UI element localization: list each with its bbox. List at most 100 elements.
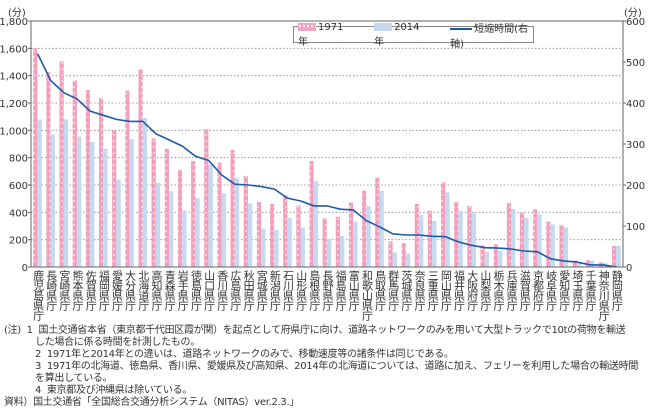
legend-swatch-shortened <box>450 27 473 30</box>
bar-2014 <box>484 251 490 267</box>
note-4: 4 東京都及び沖縄県は除いている。 <box>35 385 193 396</box>
x-tick-label: 福井県庁 <box>452 270 466 310</box>
bar-2014 <box>366 206 371 267</box>
bar-1971 <box>230 150 235 267</box>
x-tick-label: 神奈川県庁 <box>597 270 611 320</box>
x-tick-label: 栃木県庁 <box>492 270 506 310</box>
bar-1971 <box>546 221 551 267</box>
bar-1971 <box>138 69 143 268</box>
bar-2014 <box>497 250 503 267</box>
bar-1971 <box>177 169 183 267</box>
bar-2014 <box>550 224 555 267</box>
bar-2014 <box>261 228 266 267</box>
bar-2014 <box>221 193 226 267</box>
y-tick-label: 1,600 <box>0 44 28 55</box>
bar-1971 <box>388 241 393 267</box>
bar-2014 <box>432 220 437 267</box>
x-tick-label: 岩手県庁 <box>176 270 190 310</box>
x-tick-label: 岐阜県庁 <box>544 270 558 310</box>
y2-tick-label: 200 <box>626 181 645 192</box>
x-tick-label: 京都府庁 <box>531 270 545 310</box>
bar-1971 <box>217 162 222 267</box>
y2-tick-label: 300 <box>626 140 645 151</box>
x-tick-label: 徳島県庁 <box>189 270 203 310</box>
bar-2014 <box>155 182 161 267</box>
bar-1971 <box>454 202 459 267</box>
bar-1971 <box>256 201 262 267</box>
bar-2014 <box>445 192 450 267</box>
note-2: 2 1971年と2014年との違いは、道路ネットワークのみで、移動速度等の諸条件… <box>35 349 454 360</box>
y2-tick-label: 100 <box>626 222 645 233</box>
bar-2014 <box>313 181 319 267</box>
bar-1971 <box>309 160 314 267</box>
y-tick-label: 200 <box>9 236 28 247</box>
bar-1971 <box>348 202 354 267</box>
bar-1971 <box>441 182 446 267</box>
bar-line-chart: 0 200 400 600 800 1,000 1,200 1,400 1,600 1,800 0 1… <box>0 17 645 274</box>
bar-1971 <box>533 209 538 267</box>
bar-2014 <box>142 118 148 268</box>
bar-2014 <box>37 119 42 268</box>
x-tick-label: 千葉県庁 <box>584 270 598 310</box>
legend-label-shortened: 短縮時間(右軸) <box>450 23 529 50</box>
bar-2014 <box>234 177 240 267</box>
x-tick-label: 宮崎県庁 <box>57 270 71 310</box>
left-axis-unit: (分) <box>8 8 26 19</box>
bar-2014 <box>511 209 516 267</box>
x-tick-label: 石川県庁 <box>281 270 295 310</box>
x-tick-label: 静岡県庁 <box>610 270 624 310</box>
x-tick-label: 大分県庁 <box>123 270 137 310</box>
x-tick-label: 和歌山県庁 <box>360 270 374 320</box>
x-tick-label: 鹿児島県庁 <box>31 270 45 320</box>
bar-2014 <box>537 214 542 267</box>
y-tick-label: 1,800 <box>0 17 28 28</box>
x-tick-label: 熊本県庁 <box>71 270 85 310</box>
bar-1971 <box>519 212 525 267</box>
bar-1971 <box>612 245 617 267</box>
legend-swatch-1971 <box>298 22 316 31</box>
bar-2014 <box>182 210 187 267</box>
x-tick-label: 山形県庁 <box>294 270 308 310</box>
legend-item-1971: 1971年 <box>298 22 348 48</box>
legend-item-shortened: 短縮時間(右軸) <box>450 20 533 50</box>
legend-swatch-2014 <box>374 22 393 31</box>
y-tick-label: 400 <box>9 208 28 219</box>
x-tick-label: 鳥取県庁 <box>373 270 387 310</box>
y-tick-label: 800 <box>9 154 28 165</box>
bar-2014 <box>392 252 397 267</box>
bar-1971 <box>480 245 485 267</box>
bar-2014 <box>274 229 279 267</box>
bar-1971 <box>33 48 38 268</box>
x-tick-label: 奈良県庁 <box>413 270 427 310</box>
bar-1971 <box>467 206 472 267</box>
bar-1971 <box>191 161 196 267</box>
x-tick-label: 長崎県庁 <box>44 270 58 310</box>
x-tick-label: 山梨県庁 <box>478 270 492 310</box>
bar-2014 <box>287 217 292 267</box>
bar-2014 <box>63 119 69 268</box>
bar-1971 <box>270 203 275 267</box>
bar-1971 <box>283 194 288 267</box>
bar-2014 <box>129 139 134 267</box>
bar-1971 <box>401 242 406 267</box>
x-tick-label: 福島県庁 <box>334 270 348 310</box>
bar-2014 <box>576 261 582 267</box>
bar-1971 <box>296 205 301 267</box>
x-tick-label: 富山県庁 <box>347 270 361 310</box>
x-tick-label: 北海道庁 <box>136 270 150 310</box>
bar-2014 <box>326 238 332 267</box>
bar-2014 <box>563 227 569 267</box>
bar-1971 <box>335 216 340 267</box>
x-tick-label: 香川県庁 <box>215 270 229 310</box>
source: 資料）国土交通省「全国総合交通分析システム（NITAS）ver.2.3.」 <box>4 397 300 408</box>
bar-1971 <box>59 61 64 267</box>
bar-2014 <box>90 141 95 267</box>
bar-2014 <box>418 214 424 267</box>
bar-1971 <box>559 225 564 267</box>
bar-1971 <box>98 98 104 267</box>
bar-1971 <box>375 177 380 267</box>
x-tick-label: 三重県庁 <box>426 270 440 310</box>
y2-tick-label: 500 <box>626 58 645 69</box>
bar-1971 <box>72 80 77 267</box>
x-tick-label: 福岡県庁 <box>97 270 111 310</box>
